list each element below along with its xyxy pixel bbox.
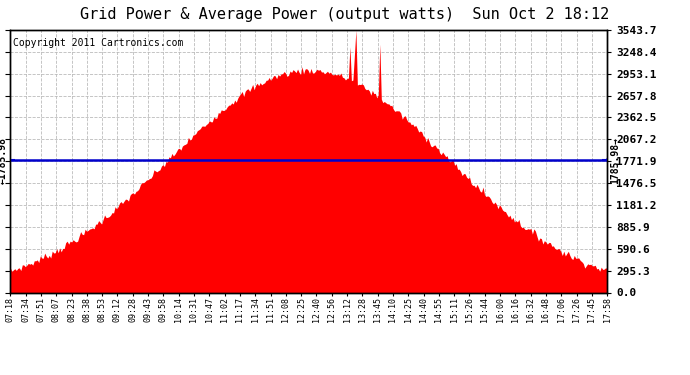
Text: Copyright 2011 Cartronics.com: Copyright 2011 Cartronics.com bbox=[13, 38, 184, 48]
Text: ←1785.98: ←1785.98 bbox=[0, 137, 8, 184]
Text: 1785.98→: 1785.98→ bbox=[610, 137, 620, 184]
Text: Grid Power & Average Power (output watts)  Sun Oct 2 18:12: Grid Power & Average Power (output watts… bbox=[80, 8, 610, 22]
